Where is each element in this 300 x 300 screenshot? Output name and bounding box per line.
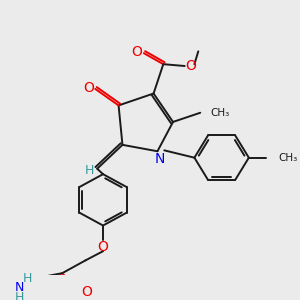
- Text: O: O: [81, 285, 92, 299]
- Text: CH₃: CH₃: [210, 108, 229, 118]
- Text: CH₃: CH₃: [278, 153, 297, 163]
- Text: N: N: [154, 152, 165, 166]
- Text: O: O: [132, 45, 142, 59]
- Text: O: O: [98, 240, 109, 254]
- Text: H: H: [85, 164, 94, 177]
- Text: N: N: [15, 281, 24, 294]
- Text: H: H: [22, 272, 32, 285]
- Text: H: H: [15, 290, 24, 300]
- Text: O: O: [83, 81, 94, 95]
- Text: O: O: [185, 59, 196, 73]
